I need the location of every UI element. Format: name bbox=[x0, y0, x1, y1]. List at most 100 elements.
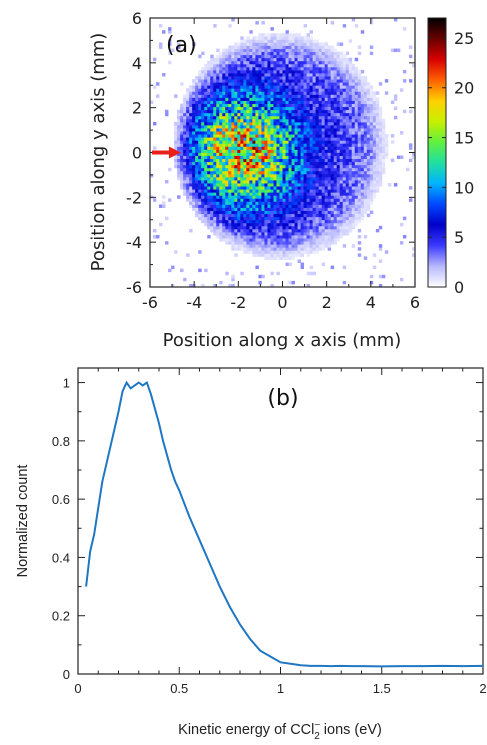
y-tick-label: -4 bbox=[126, 233, 142, 252]
heatmap-cell bbox=[192, 204, 196, 208]
heatmap-cell bbox=[279, 247, 283, 251]
heatmap-cell bbox=[189, 195, 193, 199]
heatmap-cell bbox=[309, 54, 314, 59]
heatmap-cell bbox=[198, 97, 202, 101]
heatmap-cell bbox=[225, 192, 229, 196]
heatmap-cell bbox=[321, 183, 326, 187]
heatmap-cell bbox=[318, 201, 323, 205]
heatmap-cell bbox=[219, 51, 223, 56]
heatmap-cell bbox=[309, 161, 314, 166]
heatmap-cell bbox=[249, 161, 253, 166]
heatmap-cell bbox=[378, 158, 383, 163]
heatmap-cell bbox=[276, 180, 280, 184]
heatmap-cell bbox=[351, 73, 356, 77]
heatmap-cell bbox=[204, 204, 208, 208]
heatmap-cell bbox=[168, 39, 172, 43]
heatmap-cell bbox=[324, 204, 329, 208]
heatmap-cell bbox=[195, 186, 199, 190]
heatmap-cell bbox=[285, 149, 289, 153]
heatmap-cell bbox=[222, 124, 226, 129]
heatmap-cell bbox=[240, 167, 244, 172]
heatmap-cell bbox=[303, 219, 307, 224]
y-tick-label: 0.4 bbox=[52, 550, 70, 565]
heatmap-cell bbox=[246, 82, 250, 86]
heatmap-cell bbox=[273, 186, 277, 190]
heatmap-cell bbox=[258, 231, 262, 236]
heatmap-cell bbox=[222, 109, 226, 114]
heatmap-cell bbox=[189, 121, 193, 126]
heatmap-cell bbox=[225, 140, 229, 144]
heatmap-cell bbox=[369, 149, 374, 153]
heatmap-cell bbox=[255, 134, 259, 138]
heatmap-cell bbox=[264, 76, 268, 80]
panel-b-line-chart: 0 0.5 1 1.5 200.20.40.60.81 (b) Kinetic ener… bbox=[15, 367, 487, 742]
heatmap-cell bbox=[309, 39, 314, 43]
x-tick-label: 1 bbox=[277, 681, 284, 696]
heatmap-cell bbox=[210, 88, 214, 92]
heatmap-cell bbox=[207, 222, 211, 227]
heatmap-cell bbox=[312, 100, 317, 104]
heatmap-cell bbox=[291, 244, 295, 248]
heatmap-cell bbox=[216, 69, 220, 74]
heatmap-cell bbox=[243, 238, 247, 242]
heatmap-cell bbox=[297, 112, 301, 117]
heatmap-cell bbox=[330, 146, 335, 150]
heatmap-cell bbox=[201, 207, 205, 211]
heatmap-cell bbox=[183, 146, 187, 150]
x-tick-label: -2 bbox=[230, 293, 246, 312]
heatmap-cell bbox=[282, 186, 286, 190]
heatmap-cell bbox=[219, 121, 223, 126]
heatmap-cell bbox=[270, 134, 274, 138]
heatmap-cell bbox=[330, 222, 335, 227]
heatmap-cell bbox=[240, 238, 244, 242]
heatmap-cell bbox=[246, 118, 250, 123]
heatmap-cell bbox=[297, 88, 301, 92]
heatmap-cell bbox=[315, 213, 320, 218]
heatmap-cell bbox=[276, 73, 280, 77]
heatmap-cell bbox=[360, 118, 365, 123]
heatmap-cell bbox=[294, 204, 298, 208]
heatmap-cell bbox=[192, 158, 196, 163]
heatmap-cell bbox=[342, 121, 347, 126]
heatmap-cell bbox=[306, 112, 310, 117]
heatmap-cell bbox=[237, 183, 241, 187]
x-tick-label: 4 bbox=[366, 293, 376, 312]
heatmap-cell bbox=[246, 143, 250, 147]
heatmap-cell bbox=[270, 79, 274, 83]
heatmap-cell bbox=[339, 222, 344, 227]
heatmap-cell bbox=[204, 146, 208, 150]
heatmap-cell bbox=[366, 213, 371, 218]
heatmap-cell bbox=[234, 228, 238, 233]
heatmap-cell bbox=[216, 155, 220, 160]
heatmap-cell bbox=[267, 79, 271, 83]
heatmap-cell bbox=[228, 100, 232, 104]
heatmap-cell bbox=[216, 222, 220, 227]
heatmap-cell bbox=[357, 152, 362, 156]
heatmap-cell bbox=[324, 51, 329, 56]
heatmap-cell bbox=[285, 118, 289, 123]
heatmap-cell bbox=[201, 109, 205, 114]
heatmap-cell bbox=[249, 244, 253, 248]
heatmap-cell bbox=[210, 164, 214, 169]
heatmap-cell bbox=[372, 152, 377, 156]
heatmap-cell bbox=[195, 103, 199, 108]
heatmap-cell bbox=[336, 238, 341, 242]
heatmap-cell bbox=[267, 94, 271, 98]
heatmap-cell bbox=[369, 100, 374, 104]
heatmap-cell bbox=[339, 173, 344, 178]
heatmap-cell bbox=[201, 192, 205, 196]
heatmap-cell bbox=[345, 91, 350, 95]
heatmap-cell bbox=[186, 134, 190, 138]
heatmap-cell bbox=[339, 100, 344, 104]
heatmap-cell bbox=[294, 213, 298, 218]
heatmap-cell bbox=[342, 231, 347, 236]
heatmap-cell bbox=[285, 128, 289, 132]
heatmap-cell bbox=[312, 103, 317, 108]
heatmap-cell bbox=[312, 124, 317, 129]
heatmap-cell bbox=[204, 112, 208, 117]
heatmap-cell bbox=[369, 183, 374, 187]
heatmap-cell bbox=[213, 146, 217, 150]
heatmap-cell bbox=[255, 213, 259, 218]
heatmap-cell bbox=[249, 118, 253, 123]
heatmap-cell bbox=[279, 121, 283, 126]
